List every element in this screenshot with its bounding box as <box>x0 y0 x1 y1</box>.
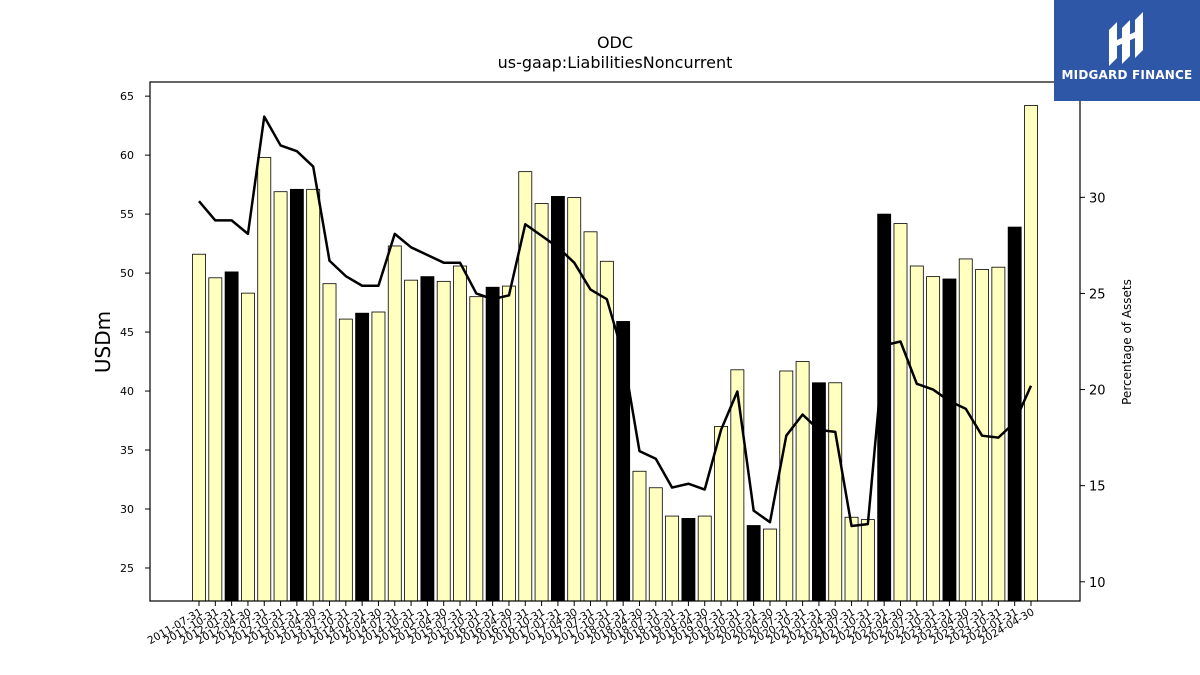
midgard-logo-icon <box>1109 12 1143 66</box>
bar-2013-04-30 <box>306 188 321 602</box>
bar-2018-01-31 <box>616 321 631 602</box>
x-axis-ticks: 2011-07-312011-10-312012-01-312012-04-30… <box>146 601 1037 647</box>
bar-2021-01-31 <box>812 382 826 602</box>
y-axis-ticks: 25 30 35 40 45 50 55 60 65 <box>120 90 150 575</box>
bar-2021-07-31 <box>844 516 859 602</box>
bar-2016-07-31 <box>518 171 533 602</box>
bar-2015-01-31 <box>420 276 435 602</box>
bar-2023-01-31 <box>942 278 957 602</box>
bar-2013-10-31 <box>338 318 353 602</box>
bar-2018-07-31 <box>648 487 663 602</box>
y2-tick-label: 10 <box>1089 576 1106 591</box>
y-tick-label: 45 <box>120 326 134 339</box>
bar-2014-07-31 <box>387 245 402 602</box>
percentage-of-assets-line <box>198 115 1033 528</box>
bar-2013-01-31 <box>289 188 304 602</box>
bar-2020-10-31 <box>795 361 810 602</box>
plot-frame <box>149 81 1081 602</box>
brand-logo: MIDGARD FINANCE <box>1054 0 1200 101</box>
line-series <box>198 115 1033 528</box>
bar-2023-04-30 <box>958 258 973 602</box>
bar-2020-01-31 <box>746 525 761 602</box>
bar-2021-04-30 <box>828 382 843 602</box>
bar-2015-10-31 <box>469 296 484 602</box>
bar-2019-04-30 <box>697 515 712 602</box>
y-axis-label: USDm <box>91 311 115 373</box>
y-tick-label: 40 <box>120 385 134 398</box>
bar-2012-10-31 <box>273 191 288 602</box>
bar-2012-04-30 <box>241 292 255 602</box>
y-tick-label: 50 <box>120 267 134 280</box>
y-tick-label: 35 <box>120 444 134 457</box>
bar-2016-04-30 <box>502 285 516 602</box>
y-tick-label: 65 <box>120 90 134 103</box>
y-tick-label: 60 <box>120 149 134 162</box>
y2-tick-label: 15 <box>1089 480 1106 495</box>
y2-axis-ticks: 10 15 20 25 30 <box>1080 191 1106 591</box>
bar-2017-01-31 <box>550 196 565 602</box>
bar-2020-04-30 <box>763 528 777 602</box>
y-tick-label: 25 <box>120 562 134 575</box>
y2-tick-label: 20 <box>1089 384 1106 399</box>
bar-2019-01-31 <box>681 518 696 602</box>
chart-title: ODC <box>597 33 633 52</box>
bar-2016-10-31 <box>534 203 549 602</box>
y2-tick-label: 30 <box>1089 191 1106 206</box>
bar-2014-01-31 <box>355 312 370 602</box>
y-tick-label: 55 <box>120 208 134 221</box>
bar-2011-10-31 <box>208 277 223 602</box>
bar-2018-10-31 <box>665 515 680 602</box>
bar-2014-10-31 <box>404 279 418 602</box>
bar-2017-07-31 <box>583 231 598 602</box>
bar-2020-07-31 <box>779 370 794 602</box>
bar-2015-04-30 <box>436 280 451 602</box>
y2-axis-label: Percentage of Assets <box>1120 279 1134 405</box>
y-tick-label: 30 <box>120 503 134 516</box>
bar-2011-07-31 <box>192 253 206 602</box>
bar-2021-10-31 <box>860 519 875 602</box>
bar-2012-01-31 <box>224 271 239 602</box>
bar-2014-04-30 <box>371 311 386 602</box>
bar-2012-07-31 <box>257 157 272 602</box>
brand-name: MIDGARD FINANCE <box>1061 68 1193 82</box>
bar-2024-04-30 <box>1024 105 1038 602</box>
bar-2022-10-31 <box>926 276 941 602</box>
bar-2018-04-30 <box>632 470 647 602</box>
bar-2022-04-30 <box>893 223 908 602</box>
chart-subtitle: us-gaap:LiabilitiesNoncurrent <box>498 53 733 72</box>
y2-tick-label: 25 <box>1089 287 1106 302</box>
bar-2015-07-31 <box>453 265 467 602</box>
bar-series <box>192 105 1038 602</box>
bar-2016-01-31 <box>485 286 500 602</box>
bar-2022-07-31 <box>909 265 924 602</box>
bar-2013-07-31 <box>322 283 337 602</box>
bar-2019-07-31 <box>714 426 728 602</box>
